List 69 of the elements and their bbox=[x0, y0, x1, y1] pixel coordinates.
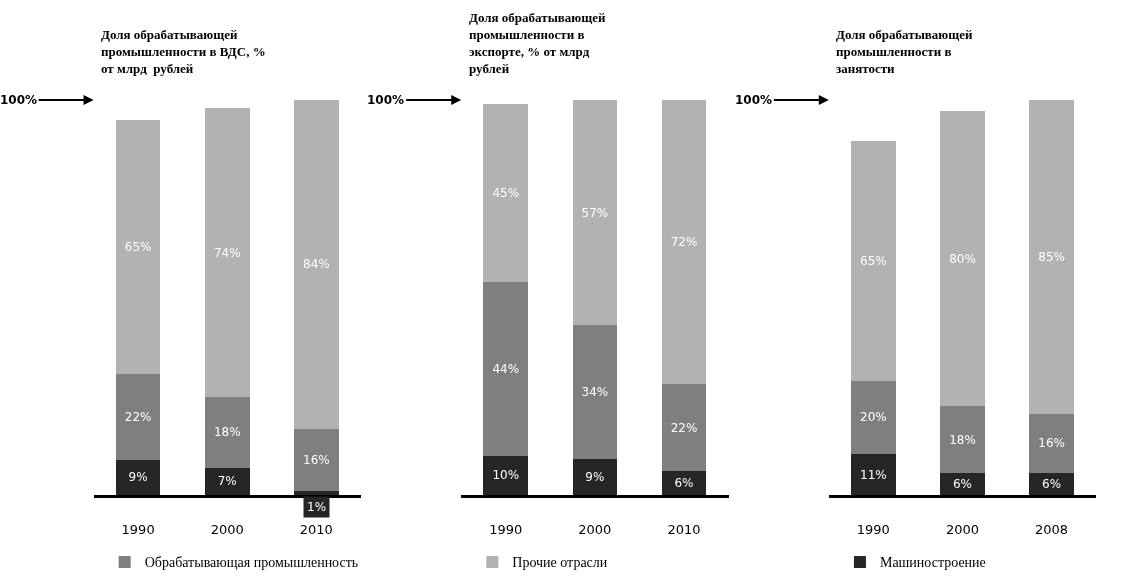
data-label: 84% bbox=[303, 257, 330, 272]
data-label: 11% bbox=[860, 467, 887, 482]
data-label: 16% bbox=[303, 452, 330, 467]
data-label: 10% bbox=[492, 468, 520, 483]
x-tick-label: 2010 bbox=[667, 521, 701, 537]
bar bbox=[572, 100, 618, 326]
data-label: 6% bbox=[952, 476, 972, 491]
bar bbox=[661, 100, 707, 385]
bar bbox=[204, 397, 250, 468]
x-tick-label: 2000 bbox=[578, 521, 612, 537]
chart-title: Доля обрабатывающей промышленности в ВДС, % от млрд рублей bbox=[101, 27, 266, 76]
bar bbox=[572, 459, 618, 495]
bar bbox=[294, 100, 339, 429]
x-tick-label: 2008 bbox=[1035, 521, 1069, 537]
x-tick-label: 2000 bbox=[210, 521, 244, 537]
legend-label: Обрабатывающая промышленность bbox=[144, 555, 359, 571]
data-label: 18% bbox=[949, 432, 976, 447]
data-label: 22% bbox=[670, 420, 698, 435]
data-label: 16% bbox=[1038, 436, 1065, 451]
bar bbox=[204, 467, 250, 495]
bar bbox=[115, 119, 161, 374]
data-label: 44% bbox=[492, 361, 520, 376]
x-tick-label: 2010 bbox=[299, 521, 333, 537]
bar bbox=[1029, 100, 1074, 414]
data-label: 80% bbox=[949, 251, 976, 266]
legend-label: Прочие отрасли bbox=[512, 555, 608, 571]
bar bbox=[483, 455, 529, 495]
data-label: 6% bbox=[1042, 476, 1062, 491]
bar bbox=[940, 111, 985, 407]
bar bbox=[115, 373, 161, 460]
data-label: 20% bbox=[860, 410, 887, 425]
data-label: 7% bbox=[217, 474, 237, 489]
text: 100% bbox=[367, 93, 405, 107]
data-label: 9% bbox=[128, 470, 148, 485]
bar bbox=[661, 471, 707, 495]
data-label: 34% bbox=[581, 385, 609, 400]
bar bbox=[483, 103, 529, 282]
data-label: 9% bbox=[585, 470, 605, 485]
data-label: 65% bbox=[860, 253, 887, 268]
data-label: 72% bbox=[670, 235, 698, 250]
x-tick-label: 2000 bbox=[945, 521, 980, 537]
text: 100% bbox=[735, 93, 773, 107]
bar bbox=[851, 140, 896, 381]
bar bbox=[851, 454, 896, 495]
text: 100% bbox=[0, 93, 38, 107]
x-tick-label: 1990 bbox=[489, 521, 523, 537]
data-label: 74% bbox=[213, 245, 241, 260]
legend-label: Машиностроение bbox=[879, 555, 986, 571]
bar bbox=[115, 459, 161, 495]
data-label: 45% bbox=[492, 185, 520, 200]
bar bbox=[940, 406, 985, 473]
bar bbox=[572, 325, 618, 460]
data-label: 1% bbox=[307, 500, 327, 514]
data-label: 85% bbox=[1038, 249, 1065, 264]
data-label: 18% bbox=[213, 425, 241, 440]
bar bbox=[204, 107, 250, 398]
bar bbox=[483, 281, 529, 456]
bar bbox=[1029, 413, 1074, 473]
bar bbox=[294, 428, 339, 492]
data-label: 65% bbox=[124, 239, 152, 254]
bar bbox=[851, 380, 896, 455]
data-label: 6% bbox=[674, 476, 694, 491]
x-tick-label: 1990 bbox=[121, 521, 155, 537]
bar bbox=[661, 384, 707, 472]
data-label: 57% bbox=[581, 205, 609, 220]
data-label: 22% bbox=[124, 409, 152, 424]
x-tick-label: 1990 bbox=[856, 521, 890, 537]
chart-title: Доля обрабатывающей промышленности в экспорте, % от млрд рублей bbox=[469, 10, 606, 76]
chart-title: Доля обрабатывающей промышленности в занятости bbox=[836, 27, 973, 76]
